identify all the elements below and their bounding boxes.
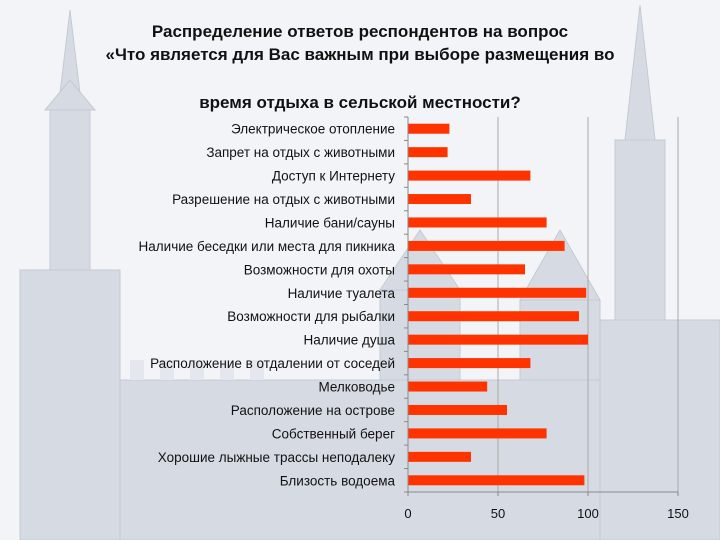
category-label: Разрешение на отдых с животными (172, 192, 395, 207)
category-label: Возможности для охоты (244, 262, 395, 277)
bar-7 (408, 287, 587, 298)
bar-9 (408, 334, 588, 345)
bar-0 (408, 123, 450, 134)
category-label: Возможности для рыбалки (227, 309, 395, 324)
title-line-1: Распределение ответов респондентов на во… (151, 22, 569, 41)
x-tick-label: 0 (404, 506, 411, 521)
bar-2 (408, 170, 531, 181)
category-label: Наличие бани/сауны (265, 215, 395, 230)
bar-1 (408, 147, 448, 158)
bar-15 (408, 475, 585, 486)
bar-5 (408, 240, 565, 251)
title-line-3: время отдыха в сельской местности? (199, 93, 521, 112)
bar-12 (408, 404, 507, 415)
category-label: Близость водоема (280, 473, 396, 488)
category-label: Доступ к Интернету (272, 169, 395, 184)
category-label: Собственный берег (272, 426, 395, 441)
bar-13 (408, 428, 547, 439)
x-tick-label: 150 (667, 506, 689, 521)
category-label: Наличие беседки или места для пикника (139, 239, 396, 254)
bar-11 (408, 381, 488, 392)
category-label: Запрет на отдых с животными (206, 145, 395, 160)
chart-title: Распределение ответов респондентов на во… (30, 20, 690, 114)
bar-3 (408, 194, 471, 205)
bar-4 (408, 217, 547, 228)
category-label: Мелководье (318, 380, 395, 395)
category-label: Электрическое отопление (231, 122, 395, 137)
bar-10 (408, 358, 531, 369)
x-tick-label: 100 (577, 506, 599, 521)
bar-6 (408, 264, 525, 275)
category-label: Расположение на острове (231, 403, 395, 418)
x-tick-label: 50 (491, 506, 505, 521)
category-label: Хорошие лыжные трассы неподалеку (158, 450, 396, 465)
bar-8 (408, 311, 579, 322)
bar-14 (408, 451, 471, 462)
category-label: Наличие туалета (288, 286, 396, 301)
category-label: Наличие душа (304, 333, 396, 348)
category-label: Расположение в отдалении от соседей (150, 356, 395, 371)
title-line-2: «Что является для Вас важным при выборе … (105, 45, 615, 64)
